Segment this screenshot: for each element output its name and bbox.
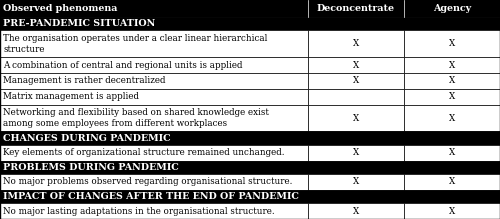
Text: IMPACT OF CHANGES AFTER THE END OF PANDEMIC: IMPACT OF CHANGES AFTER THE END OF PANDE… bbox=[3, 192, 299, 201]
Bar bbox=[0, 203, 308, 219]
Bar bbox=[0, 105, 308, 131]
Text: X: X bbox=[449, 207, 455, 215]
Text: X: X bbox=[352, 39, 359, 48]
Text: No major problems observed regarding organisational structure.: No major problems observed regarding org… bbox=[3, 177, 292, 186]
Bar bbox=[308, 57, 404, 73]
Bar bbox=[0, 89, 308, 105]
Text: X: X bbox=[352, 207, 359, 215]
Text: A combination of central and regional units is applied: A combination of central and regional un… bbox=[3, 61, 242, 70]
Text: Key elements of organizational structure remained unchanged.: Key elements of organizational structure… bbox=[3, 148, 284, 157]
Text: Agency: Agency bbox=[433, 4, 471, 13]
Bar bbox=[404, 105, 500, 131]
Text: X: X bbox=[352, 177, 359, 186]
Text: X: X bbox=[449, 39, 455, 48]
Bar bbox=[404, 203, 500, 219]
Text: PROBLEMS DURING PANDEMIC: PROBLEMS DURING PANDEMIC bbox=[3, 163, 179, 172]
Text: The organisation operates under a clear linear hierarchical
structure: The organisation operates under a clear … bbox=[3, 34, 268, 54]
Bar bbox=[0, 0, 500, 17]
Bar bbox=[0, 145, 308, 161]
Text: X: X bbox=[352, 76, 359, 85]
Text: X: X bbox=[449, 76, 455, 85]
Text: X: X bbox=[449, 61, 455, 70]
Text: X: X bbox=[449, 177, 455, 186]
Text: X: X bbox=[449, 92, 455, 101]
Text: Deconcentrate: Deconcentrate bbox=[317, 4, 395, 13]
Bar bbox=[308, 89, 404, 105]
Bar bbox=[308, 203, 404, 219]
Bar bbox=[308, 145, 404, 161]
Bar bbox=[404, 57, 500, 73]
Text: No major lasting adaptations in the organisational structure.: No major lasting adaptations in the orga… bbox=[3, 207, 274, 215]
Bar bbox=[0, 161, 500, 174]
Text: Management is rather decentralized: Management is rather decentralized bbox=[3, 76, 166, 85]
Bar bbox=[308, 105, 404, 131]
Bar bbox=[404, 30, 500, 57]
Text: Networking and flexibility based on shared knowledge exist
among some employees : Networking and flexibility based on shar… bbox=[3, 108, 269, 128]
Text: X: X bbox=[449, 148, 455, 157]
Bar bbox=[0, 190, 500, 203]
Bar bbox=[0, 73, 308, 89]
Bar bbox=[308, 73, 404, 89]
Text: X: X bbox=[449, 113, 455, 122]
Bar bbox=[0, 30, 308, 57]
Bar bbox=[0, 17, 500, 30]
Bar bbox=[0, 131, 500, 145]
Text: Observed phenomena: Observed phenomena bbox=[3, 4, 117, 13]
Bar bbox=[404, 73, 500, 89]
Bar bbox=[404, 89, 500, 105]
Text: CHANGES DURING PANDEMIC: CHANGES DURING PANDEMIC bbox=[3, 134, 170, 143]
Bar bbox=[404, 145, 500, 161]
Bar bbox=[308, 30, 404, 57]
Text: PRE-PANDEMIC SITUATION: PRE-PANDEMIC SITUATION bbox=[3, 19, 155, 28]
Text: Matrix management is applied: Matrix management is applied bbox=[3, 92, 139, 101]
Bar bbox=[404, 174, 500, 190]
Bar bbox=[0, 57, 308, 73]
Bar bbox=[308, 174, 404, 190]
Text: X: X bbox=[352, 61, 359, 70]
Text: X: X bbox=[352, 148, 359, 157]
Text: X: X bbox=[352, 113, 359, 122]
Bar bbox=[0, 174, 308, 190]
